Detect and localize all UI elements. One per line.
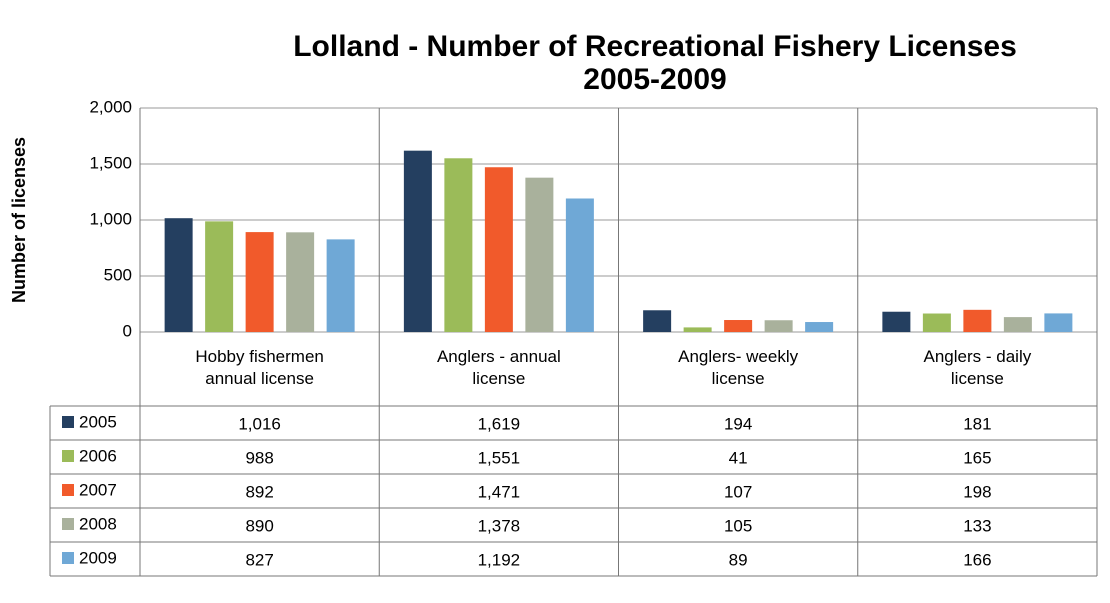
x-tick-label: Hobby fishermen annual license <box>195 347 324 388</box>
table-cell: 890 <box>245 516 273 535</box>
x-tick-label: Anglers - daily license <box>924 347 1032 388</box>
legend-swatch <box>62 552 74 564</box>
legend-label: 2005 <box>79 412 117 431</box>
bar <box>764 320 793 332</box>
bar <box>683 327 712 332</box>
bar <box>525 177 554 332</box>
bar <box>1044 313 1073 332</box>
table-cell: 827 <box>245 550 273 569</box>
table-cell: 194 <box>724 414 752 433</box>
legend-label: 2009 <box>79 548 117 567</box>
bar <box>1003 317 1032 332</box>
table-cell: 89 <box>729 550 748 569</box>
chart-title: Lolland - Number of Recreational Fishery… <box>293 30 1017 96</box>
table-cell: 1,192 <box>478 550 521 569</box>
bar <box>963 309 992 332</box>
y-tick-label: 1,000 <box>89 209 132 228</box>
table-cell: 165 <box>963 448 991 467</box>
table-cell: 1,471 <box>478 482 521 501</box>
bar <box>205 221 234 332</box>
table-cell: 166 <box>963 550 991 569</box>
table-cell: 1,551 <box>478 448 521 467</box>
table-cell: 1,016 <box>238 414 281 433</box>
bar <box>882 311 911 332</box>
bar <box>245 232 274 332</box>
table-cell: 198 <box>963 482 991 501</box>
y-tick-label: 2,000 <box>89 97 132 116</box>
bar <box>724 320 753 332</box>
table-cell: 107 <box>724 482 752 501</box>
legend-label: 2007 <box>79 480 117 499</box>
y-tick-label: 500 <box>104 265 132 284</box>
y-axis-title: Number of licenses <box>9 137 29 303</box>
x-tick-label: Anglers - annual license <box>437 347 561 388</box>
bar <box>164 218 193 332</box>
legend-label: 2006 <box>79 446 117 465</box>
table-cell: 41 <box>729 448 748 467</box>
legend-swatch <box>62 450 74 462</box>
legend-swatch <box>62 484 74 496</box>
legend-label: 2008 <box>79 514 117 533</box>
table-cell: 1,619 <box>478 414 521 433</box>
table-cell: 181 <box>963 414 991 433</box>
legend-swatch <box>62 518 74 530</box>
bar <box>444 158 473 332</box>
x-tick-label: Anglers- weekly license <box>678 347 798 388</box>
table-cell: 105 <box>724 516 752 535</box>
bar <box>403 150 432 332</box>
bar <box>805 322 834 332</box>
table-cell: 988 <box>245 448 273 467</box>
bar <box>286 232 315 332</box>
y-tick-label: 0 <box>123 321 132 340</box>
bar <box>565 198 594 332</box>
bar <box>484 167 513 332</box>
bar <box>326 239 355 332</box>
y-tick-label: 1,500 <box>89 153 132 172</box>
table-cell: 133 <box>963 516 991 535</box>
table-cell: 1,378 <box>478 516 521 535</box>
legend-swatch <box>62 416 74 428</box>
table-cell: 892 <box>245 482 273 501</box>
bar <box>922 313 951 332</box>
bar <box>643 310 672 332</box>
